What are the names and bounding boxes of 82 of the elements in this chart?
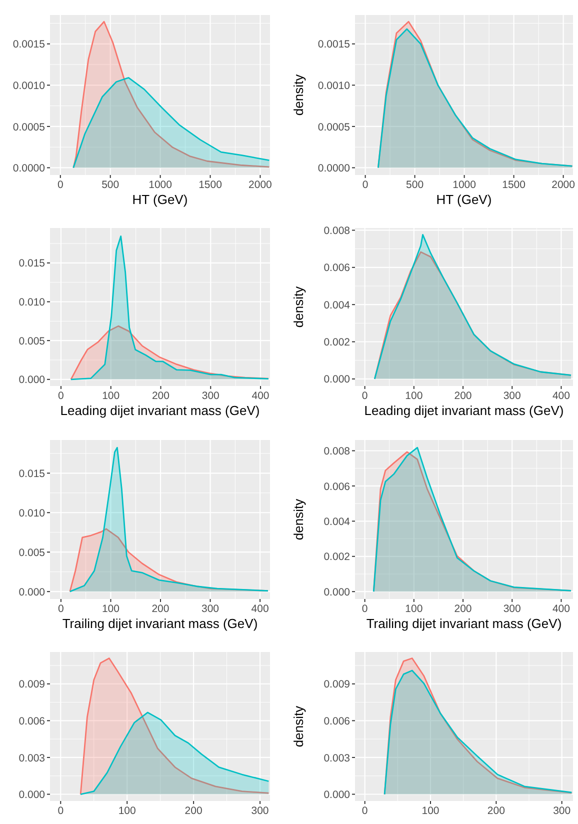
x-tick-label: 1000 [452,179,476,191]
y-tick-label: 0.0010 [318,80,350,92]
x-tick-label: 0 [58,805,64,817]
x-tick-label: 500 [102,179,120,191]
y-tick-label: 0.005 [18,335,46,348]
x-tick-label: 0 [58,390,64,402]
x-tick-label: 100 [422,805,440,817]
y-tick-label: 0.006 [324,262,350,274]
y-tick-label: 0.009 [324,678,350,691]
y-tick-label: 0.0000 [318,162,350,175]
x-axis-title: HT (GeV) [132,192,188,207]
x-tick-label: 0 [58,603,64,615]
x-axis-title: Leading dijet invariant mass (GeV) [60,403,260,418]
x-tick-label: 100 [102,390,120,402]
x-axis-title: Trailing dijet invariant mass (GeV) [62,616,258,631]
y-tick-label: 0.000 [324,789,350,802]
y-tick-label: 0.006 [324,715,350,728]
x-axis-title: Leading dijet invariant mass (GeV) [364,403,564,418]
y-tick-label: 0.0005 [12,121,46,134]
x-tick-label: 300 [553,805,571,817]
x-tick-label: 400 [552,603,570,615]
y-tick-label: 0.010 [18,507,46,520]
x-tick-label: 1500 [502,179,526,191]
y-tick-label: 0.0010 [12,80,46,92]
x-tick-label: 0 [362,179,368,191]
x-tick-label: 200 [152,390,170,402]
x-tick-label: 300 [503,390,522,402]
y-tick-label: 0.000 [324,374,350,386]
y-axis-title: density [291,286,306,328]
x-axis-title: HT (GeV) [436,192,492,207]
x-tick-label: 100 [118,805,136,817]
x-tick-label: 100 [405,390,423,402]
y-tick-label: 0.002 [324,336,350,349]
y-tick-label: 0.000 [324,586,350,598]
y-axis-title: density [291,74,306,116]
x-tick-label: 2000 [552,179,576,191]
y-axis-title: density [291,705,306,748]
x-tick-label: 200 [184,805,202,817]
x-tick-label: 400 [252,390,270,402]
x-tick-label: 500 [406,179,424,191]
x-tick-label: 0 [57,179,64,191]
y-tick-label: 0.0015 [318,38,350,51]
y-tick-label: 0.008 [324,446,350,458]
y-tick-label: 0.006 [324,480,350,493]
x-tick-label: 200 [454,603,472,615]
x-tick-label: 2000 [248,179,272,191]
y-tick-label: 0.005 [18,546,46,559]
x-tick-label: 100 [102,603,120,615]
x-tick-label: 300 [503,603,522,615]
x-tick-label: 0 [362,603,368,615]
y-tick-label: 0.0005 [318,121,350,134]
y-tick-label: 0.000 [18,586,46,598]
x-tick-label: 200 [152,603,170,615]
y-tick-label: 0.006 [18,715,46,728]
y-tick-label: 0.004 [324,516,350,528]
y-tick-label: 0.015 [18,258,46,270]
y-tick-label: 0.000 [18,374,46,386]
x-tick-label: 1000 [148,179,172,191]
y-tick-label: 0.0015 [12,38,46,51]
x-tick-label: 0 [362,390,368,402]
x-tick-label: 100 [405,603,423,615]
y-tick-label: 0.004 [324,299,350,312]
y-tick-label: 0.015 [18,468,46,480]
x-tick-label: 400 [251,603,269,615]
x-tick-label: 300 [251,805,269,817]
y-tick-label: 0.003 [18,752,46,764]
x-tick-label: 400 [552,390,570,402]
y-axis-title: density [291,498,306,540]
y-tick-label: 0.0000 [12,162,46,175]
y-tick-label: 0.000 [18,789,46,802]
y-tick-label: 0.002 [324,551,350,564]
y-tick-label: 0.003 [324,752,350,764]
x-tick-label: 300 [202,603,220,615]
x-tick-label: 1500 [198,179,222,191]
x-tick-label: 300 [202,390,220,402]
x-tick-label: 200 [487,805,506,817]
y-tick-label: 0.009 [18,678,46,691]
x-tick-label: 0 [362,805,368,817]
y-tick-label: 0.008 [324,225,350,238]
x-tick-label: 200 [454,390,472,402]
x-axis-title: Trailing dijet invariant mass (GeV) [366,616,562,631]
y-tick-label: 0.010 [18,296,46,309]
